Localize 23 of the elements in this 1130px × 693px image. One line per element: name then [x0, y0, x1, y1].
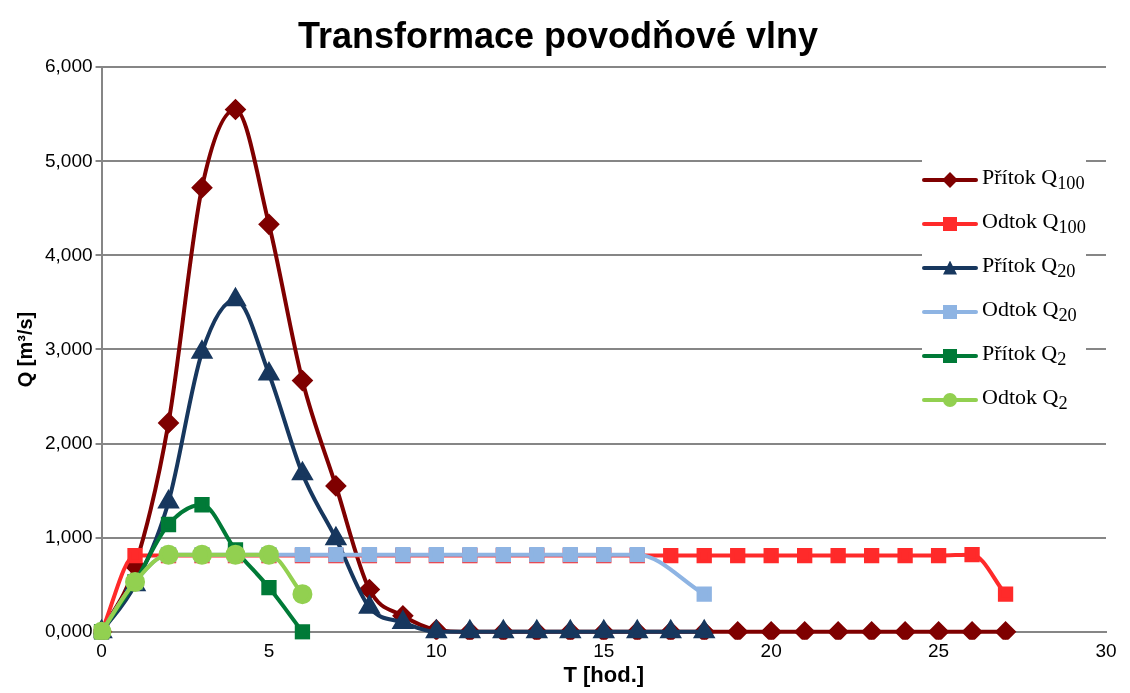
- legend-label: Přítok Q$_{100}$: [982, 164, 1085, 195]
- legend-label: Přítok Q$_{20}$: [982, 252, 1076, 283]
- x-tick-label: 5: [263, 640, 275, 662]
- x-tick-label: 10: [425, 640, 447, 662]
- legend-label: Přítok Q$_{2}$: [982, 340, 1067, 371]
- legend-label: Odtok Q$_{2}$: [982, 384, 1068, 415]
- y-tick-label: 0,000: [45, 620, 93, 642]
- x-tick-label: 15: [593, 640, 615, 662]
- x-tick-label: 0: [96, 640, 107, 662]
- y-axis-title: Q [m³/s]: [13, 311, 36, 388]
- x-axis-title: T [hod.]: [563, 661, 645, 687]
- y-tick-label: 4,000: [45, 243, 93, 265]
- y-tick-label: 3,000: [45, 337, 93, 359]
- legend-label: Odtok Q$_{20}$: [982, 296, 1077, 327]
- chart-title: Transformace povodňové vlny: [297, 14, 819, 56]
- y-tick-label: 2,000: [45, 431, 93, 453]
- legend-label: Odtok Q$_{100}$: [982, 208, 1086, 239]
- x-tick-label: 30: [1095, 640, 1117, 662]
- x-tick-label: 25: [928, 640, 950, 662]
- x-tick-label: 20: [760, 640, 782, 662]
- y-tick-label: 5,000: [45, 149, 93, 171]
- y-tick-label: 1,000: [45, 525, 93, 547]
- y-tick-label: 6,000: [45, 55, 93, 77]
